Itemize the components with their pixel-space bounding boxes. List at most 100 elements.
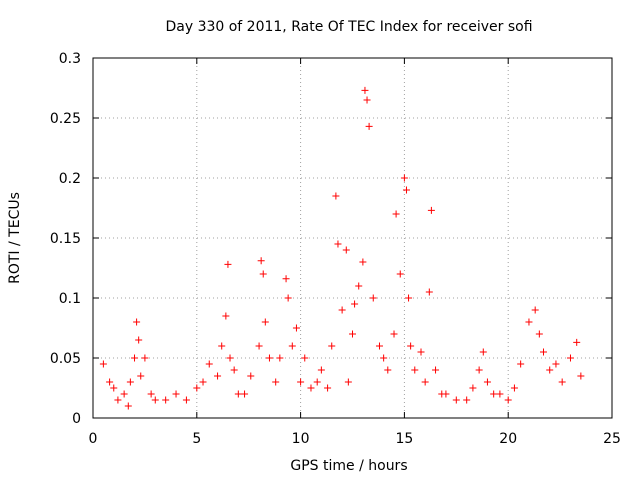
data-point — [222, 312, 230, 320]
data-point — [282, 275, 290, 283]
data-point — [510, 384, 518, 392]
data-point — [384, 366, 392, 374]
data-point — [539, 348, 547, 356]
data-point — [417, 348, 425, 356]
chart-title: Day 330 of 2011, Rate Of TEC Index for r… — [165, 19, 532, 35]
data-point — [546, 366, 554, 374]
data-point — [199, 378, 207, 386]
data-point — [265, 354, 273, 362]
y-tick-label: 0 — [72, 411, 81, 427]
data-point — [182, 396, 190, 404]
x-tick-label: 25 — [603, 431, 621, 447]
data-point — [432, 366, 440, 374]
data-point — [332, 192, 340, 200]
y-tick-label: 0.15 — [50, 231, 81, 247]
data-point — [230, 366, 238, 374]
data-point — [369, 294, 377, 302]
data-point — [351, 300, 359, 308]
data-point — [151, 396, 159, 404]
data-point — [552, 360, 560, 368]
data-point — [427, 206, 435, 214]
x-tick-label: 0 — [89, 431, 98, 447]
data-point — [380, 354, 388, 362]
data-point — [110, 384, 118, 392]
data-point — [463, 396, 471, 404]
data-point — [375, 342, 383, 350]
data-point — [205, 360, 213, 368]
data-point — [421, 378, 429, 386]
data-point — [224, 260, 232, 268]
data-point — [411, 366, 419, 374]
y-tick-label: 0.2 — [59, 171, 81, 187]
data-point — [324, 384, 332, 392]
data-point — [525, 318, 533, 326]
data-point — [490, 390, 498, 398]
data-point — [218, 342, 226, 350]
data-point — [425, 288, 433, 296]
data-point — [573, 338, 581, 346]
data-point — [365, 122, 373, 130]
data-point — [106, 378, 114, 386]
data-point — [442, 390, 450, 398]
data-point — [328, 342, 336, 350]
data-point — [349, 330, 356, 338]
y-tick-label: 0.3 — [59, 51, 81, 67]
data-point — [162, 396, 170, 404]
data-point — [120, 390, 128, 398]
data-point — [361, 86, 369, 94]
y-axis-label: ROTI / TECUs — [7, 192, 23, 284]
data-point — [126, 378, 134, 386]
x-tick-label: 10 — [292, 431, 310, 447]
data-point — [147, 390, 155, 398]
data-point — [234, 390, 242, 398]
data-point — [114, 396, 122, 404]
data-point — [342, 246, 350, 254]
data-point — [390, 330, 398, 338]
data-point — [405, 294, 413, 302]
data-point — [241, 390, 249, 398]
data-point — [531, 306, 539, 314]
data-point — [255, 342, 263, 350]
data-points — [99, 86, 585, 410]
data-point — [135, 336, 143, 344]
data-point — [141, 354, 149, 362]
data-point — [124, 402, 132, 410]
data-point — [475, 366, 483, 374]
plot-frame — [92, 57, 613, 419]
data-point — [131, 354, 139, 362]
data-point — [226, 354, 234, 362]
data-point — [297, 378, 305, 386]
data-point — [272, 378, 280, 386]
data-point — [99, 360, 107, 368]
data-point — [172, 390, 180, 398]
data-point — [452, 396, 460, 404]
data-point — [400, 174, 408, 182]
data-point — [359, 258, 367, 266]
data-point — [313, 378, 321, 386]
data-point — [355, 282, 363, 290]
data-point — [392, 210, 400, 218]
y-tick-label: 0.05 — [50, 351, 81, 367]
data-point — [479, 348, 487, 356]
data-point — [193, 384, 201, 392]
x-tick-label: 15 — [395, 431, 413, 447]
data-point — [344, 378, 352, 386]
data-point — [517, 360, 525, 368]
data-point — [334, 240, 342, 248]
x-tick-label: 5 — [192, 431, 201, 447]
data-point — [496, 390, 504, 398]
data-point — [407, 342, 415, 350]
data-point — [137, 372, 145, 380]
y-tick-label: 0.1 — [59, 291, 81, 307]
data-point — [504, 396, 512, 404]
data-point — [307, 384, 315, 392]
data-point — [284, 294, 292, 302]
data-point — [469, 384, 477, 392]
x-axis-label: GPS time / hours — [290, 458, 407, 474]
data-point — [577, 372, 585, 380]
data-point — [535, 330, 543, 338]
data-point — [288, 342, 296, 350]
axis-ticks — [92, 57, 613, 419]
data-point — [276, 354, 284, 362]
